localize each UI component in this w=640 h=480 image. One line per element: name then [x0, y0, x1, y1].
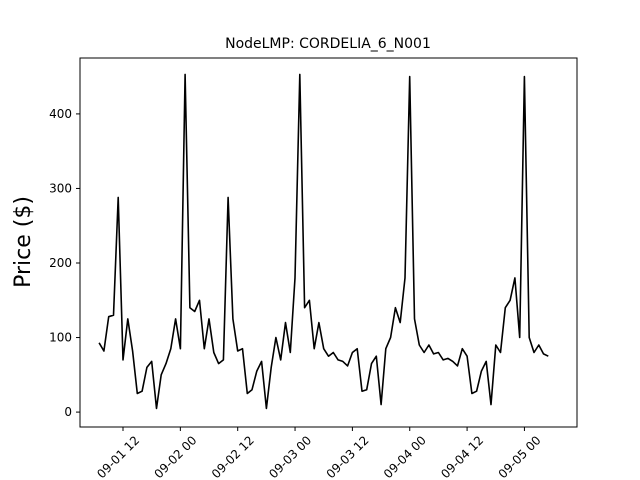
- y-tick-label: 300: [49, 181, 72, 195]
- x-tick-label: 09-04 12: [438, 433, 486, 480]
- y-tick-label: 100: [49, 331, 72, 345]
- y-tick-label: 400: [49, 107, 72, 121]
- x-tick-label: 09-04 00: [381, 433, 429, 480]
- x-tick-label: 09-02 00: [152, 433, 200, 480]
- chart-title: NodeLMP: CORDELIA_6_N001: [225, 36, 431, 52]
- y-tick-label: 0: [64, 405, 72, 419]
- x-tick-label: 09-01 12: [94, 433, 142, 480]
- price-line: [98, 73, 549, 410]
- x-tick-label: 09-03 00: [266, 433, 314, 480]
- y-tick-label: 200: [49, 256, 72, 270]
- axes-frame: [79, 57, 578, 428]
- x-tick-label: 09-03 12: [324, 433, 372, 480]
- x-tick-label: 09-05 00: [496, 433, 544, 480]
- x-tick-label: 09-02 12: [209, 433, 257, 480]
- y-axis-label: Price ($): [11, 196, 36, 288]
